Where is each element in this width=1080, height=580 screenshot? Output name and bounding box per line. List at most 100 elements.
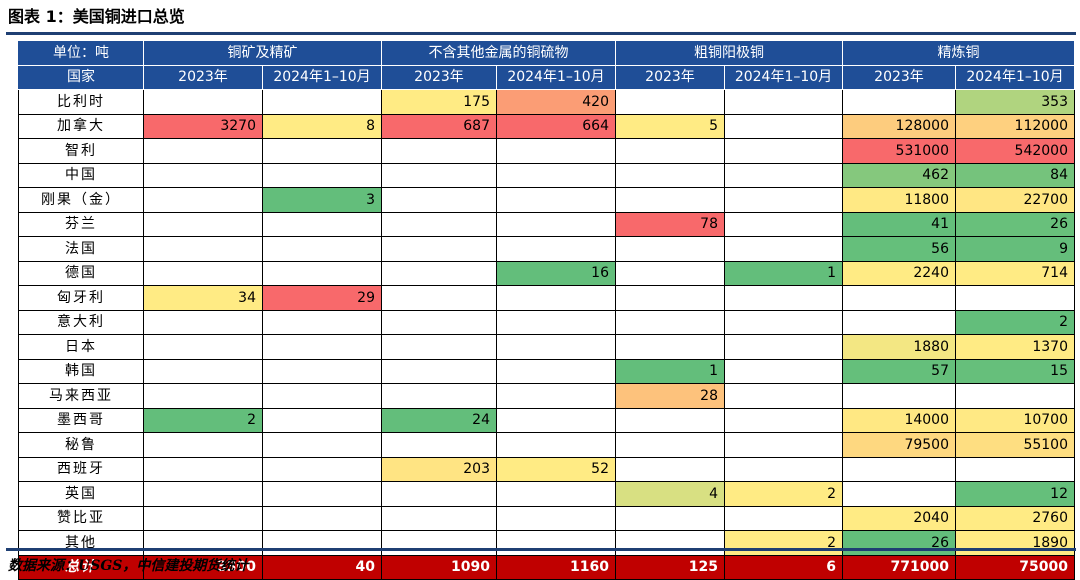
value-cell — [724, 456, 843, 482]
value-cell: 24 — [381, 407, 497, 433]
value-cell — [381, 211, 497, 237]
value-cell — [143, 236, 263, 262]
figure-title: 图表 1：美国铜进口总览 — [8, 7, 185, 26]
value-cell — [262, 530, 382, 556]
value-cell — [381, 138, 497, 164]
value-cell — [381, 187, 497, 213]
total-row: 总计 3300 40 1090 1160 125 6 771000 75000 — [18, 554, 1075, 580]
value-cell — [496, 481, 616, 507]
value-cell — [496, 530, 616, 556]
value-cell: 57 — [842, 358, 956, 384]
table-body: 比利时 175 420 353 加拿大 3270 8 687 664 5 128000 112000 智… — [18, 89, 1075, 580]
value-cell — [143, 505, 263, 531]
value-cell: 52 — [496, 456, 616, 482]
value-cell: 175 — [381, 89, 497, 115]
value-cell — [262, 138, 382, 164]
value-cell — [381, 236, 497, 262]
value-cell: 112000 — [955, 113, 1075, 139]
value-cell — [724, 187, 843, 213]
total-label: 总计 — [18, 554, 144, 580]
country-cell: 马来西亚 — [18, 383, 144, 409]
table-row: 马来西亚 28 — [18, 383, 1075, 409]
group-header-blister: 粗铜阳极铜 — [615, 40, 843, 66]
value-cell — [615, 187, 725, 213]
value-cell — [496, 162, 616, 188]
value-cell — [381, 481, 497, 507]
value-cell — [262, 162, 382, 188]
table-row: 匈牙利 34 29 — [18, 285, 1075, 311]
country-cell: 意大利 — [18, 309, 144, 335]
value-cell — [724, 505, 843, 531]
value-cell: 15 — [955, 358, 1075, 384]
value-cell — [842, 456, 956, 482]
value-cell — [496, 383, 616, 409]
country-label: 国家 — [18, 64, 144, 90]
value-cell — [615, 138, 725, 164]
value-cell: 1 — [615, 358, 725, 384]
value-cell — [143, 358, 263, 384]
value-cell: 26 — [842, 530, 956, 556]
value-cell — [143, 187, 263, 213]
value-cell: 28 — [615, 383, 725, 409]
country-cell: 韩国 — [18, 358, 144, 384]
country-cell: 比利时 — [18, 89, 144, 115]
value-cell — [496, 334, 616, 360]
table-row: 芬兰 78 41 26 — [18, 211, 1075, 237]
country-cell: 西班牙 — [18, 456, 144, 482]
value-cell: 10700 — [955, 407, 1075, 433]
year-header: 2023年 — [143, 64, 263, 90]
value-cell — [262, 383, 382, 409]
value-cell — [615, 456, 725, 482]
table-row: 德国 16 1 2240 714 — [18, 260, 1075, 286]
value-cell: 714 — [955, 260, 1075, 286]
value-cell: 2 — [724, 530, 843, 556]
value-cell: 203 — [381, 456, 497, 482]
value-cell — [143, 334, 263, 360]
value-cell: 3 — [262, 187, 382, 213]
value-cell: 29 — [262, 285, 382, 311]
value-cell — [955, 285, 1075, 311]
value-cell — [724, 162, 843, 188]
value-cell — [496, 236, 616, 262]
value-cell — [615, 236, 725, 262]
country-cell: 其他 — [18, 530, 144, 556]
value-cell — [496, 309, 616, 335]
value-cell: 11800 — [842, 187, 956, 213]
value-cell — [143, 138, 263, 164]
value-cell — [143, 309, 263, 335]
table-row: 秘鲁 79500 55100 — [18, 432, 1075, 458]
table-row: 比利时 175 420 353 — [18, 89, 1075, 115]
table-row: 加拿大 3270 8 687 664 5 128000 112000 — [18, 113, 1075, 139]
total-value-cell: 1090 — [381, 554, 497, 580]
country-cell: 芬兰 — [18, 211, 144, 237]
value-cell — [143, 89, 263, 115]
year-header: 2023年 — [615, 64, 725, 90]
value-cell — [143, 481, 263, 507]
country-cell: 秘鲁 — [18, 432, 144, 458]
country-cell: 赞比亚 — [18, 505, 144, 531]
value-cell — [842, 383, 956, 409]
value-cell: 1370 — [955, 334, 1075, 360]
year-header: 2023年 — [381, 64, 497, 90]
value-cell: 2 — [724, 481, 843, 507]
value-cell — [381, 285, 497, 311]
value-cell — [143, 530, 263, 556]
value-cell — [615, 89, 725, 115]
value-cell — [262, 89, 382, 115]
table-row: 英国 4 2 12 — [18, 481, 1075, 507]
value-cell — [842, 481, 956, 507]
value-cell: 12 — [955, 481, 1075, 507]
value-cell — [842, 309, 956, 335]
value-cell — [381, 505, 497, 531]
value-cell — [496, 407, 616, 433]
top-rule — [6, 32, 1076, 35]
table-row: 其他 2 26 1890 — [18, 530, 1075, 556]
country-cell: 刚果（金） — [18, 187, 144, 213]
bottom-rule — [6, 548, 1076, 551]
country-cell: 英国 — [18, 481, 144, 507]
country-cell: 加拿大 — [18, 113, 144, 139]
value-cell: 26 — [955, 211, 1075, 237]
table-row: 意大利 2 — [18, 309, 1075, 335]
group-header-matte: 不含其他金属的铜硫物 — [381, 40, 616, 66]
value-cell — [724, 89, 843, 115]
